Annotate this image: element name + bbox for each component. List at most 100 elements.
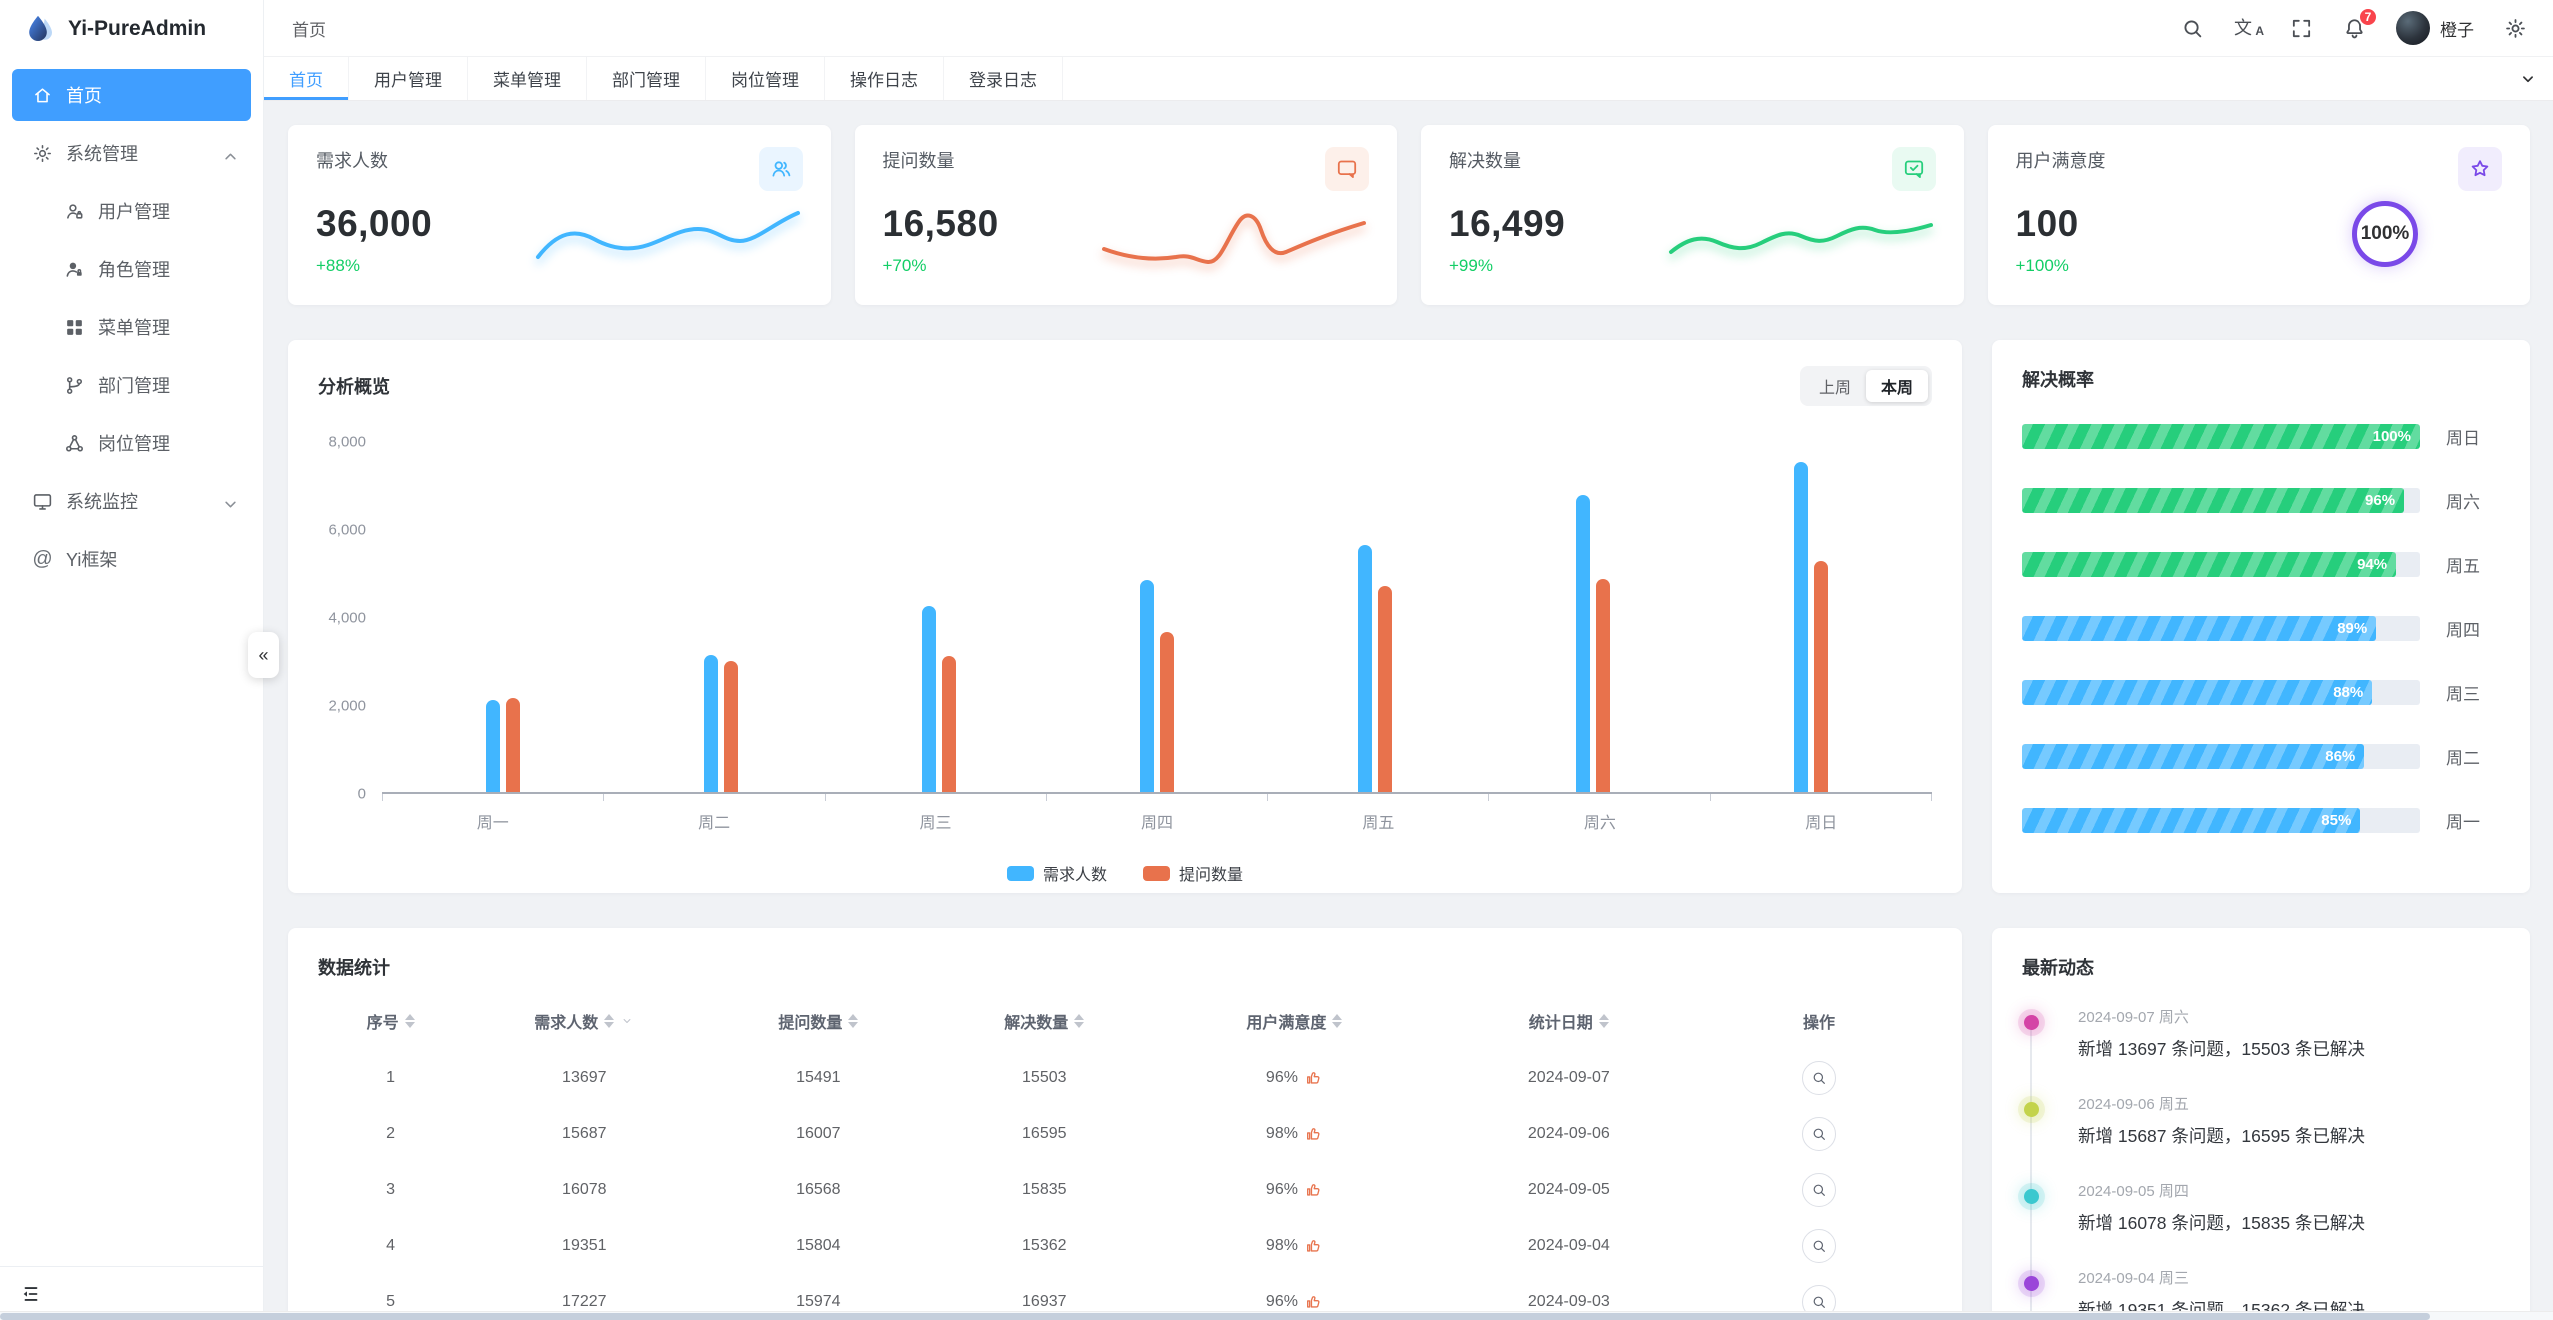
bar[interactable] (1378, 586, 1392, 792)
table-row: 3 16078 16568 15835 96% 2024-09-05 (318, 1162, 1932, 1218)
collapse-sidebar-button[interactable]: « (248, 632, 279, 678)
sidebar-item-menu-admin[interactable]: 菜单管理 (12, 301, 251, 353)
progress-track: 89% (2022, 616, 2420, 641)
toggle-last-week-button[interactable]: 上周 (1804, 370, 1866, 402)
stat-title: 需求人数 (316, 151, 388, 171)
tab-login-log[interactable]: 登录日志 (944, 57, 1063, 100)
view-row-button[interactable] (1802, 1229, 1836, 1263)
week-toggle: 上周 本周 (1799, 366, 1932, 406)
solve-rate-title: 解决概率 (2022, 370, 2094, 390)
column-header-date[interactable]: 统计日期 (1432, 992, 1706, 1050)
bar[interactable] (506, 697, 520, 792)
y-tick-label: 0 (357, 785, 366, 803)
cell-op (1706, 1106, 1932, 1162)
satisfaction-ring: 100% (2352, 201, 2418, 267)
sidebar-item-user-admin[interactable]: 用户管理 (12, 185, 251, 237)
cell-date: 2024-09-06 (1527, 1125, 1610, 1142)
toggle-this-week-button[interactable]: 本周 (1865, 370, 1928, 402)
sidebar-group-system-admin[interactable]: 系统管理 (12, 127, 251, 179)
chart-y-axis: 8,000 6,000 4,000 2,000 0 (318, 434, 382, 803)
bar[interactable] (1160, 632, 1174, 792)
sort-icon[interactable] (1332, 1014, 1343, 1028)
bar[interactable] (1596, 578, 1610, 792)
column-header-satisfaction[interactable]: 用户满意度 (1157, 992, 1431, 1050)
sidebar-item-role-admin[interactable]: 角色管理 (12, 243, 251, 295)
tabs: 首页 用户管理 菜单管理 部门管理 岗位管理 操作日志 登录日志 (264, 57, 1063, 100)
search-icon[interactable] (2181, 17, 2204, 40)
sidebar-item-yi-framework[interactable]: @ Yi框架 (12, 533, 251, 585)
column-header-questions[interactable]: 提问数量 (705, 992, 931, 1050)
progress-day-label: 周四 (2446, 621, 2480, 640)
share-icon (66, 434, 83, 452)
sidebar-item-dept-admin[interactable]: 部门管理 (12, 359, 251, 411)
cell-satisfaction: 96% (1157, 1162, 1431, 1218)
bar[interactable] (704, 655, 718, 792)
table-row: 2 15687 16007 16595 98% 2024-09-06 (318, 1106, 1932, 1162)
sidebar-group-system-monitor[interactable]: 系统监控 (12, 475, 251, 527)
sort-icon[interactable] (848, 1014, 859, 1028)
tab-operation-log[interactable]: 操作日志 (825, 57, 944, 100)
tab-user-admin[interactable]: 用户管理 (349, 57, 468, 100)
legend-item[interactable]: 需求人数 (1006, 861, 1107, 885)
chart-legend: 需求人数 提问数量 (318, 861, 1932, 885)
progress-day-label: 周六 (2446, 493, 2480, 512)
column-header-solved[interactable]: 解决数量 (931, 992, 1157, 1050)
tab-dept-admin[interactable]: 部门管理 (587, 57, 706, 100)
settings-gear-icon[interactable] (2504, 17, 2527, 40)
bar[interactable] (942, 656, 956, 792)
bar[interactable] (1140, 579, 1154, 792)
timeline-dot (2024, 1189, 2039, 1204)
sidebar-item-post-admin[interactable]: 岗位管理 (12, 417, 251, 469)
view-row-button[interactable] (1802, 1061, 1836, 1095)
bar[interactable] (1794, 461, 1808, 792)
timeline-dot (2024, 1276, 2039, 1291)
cell-op (1706, 1162, 1932, 1218)
sort-icon[interactable] (1074, 1014, 1085, 1028)
tab-home[interactable]: 首页 (264, 57, 349, 100)
logo-drop-icon (29, 15, 53, 41)
sidebar-item-home[interactable]: 首页 (12, 69, 251, 121)
stat-card-question-count: 提问数量 16,580 +70% (854, 125, 1397, 305)
progress-day-label: 周三 (2446, 685, 2480, 704)
bar[interactable] (486, 700, 500, 792)
sort-icon[interactable] (604, 1014, 615, 1028)
chat-icon (1337, 160, 1357, 178)
solve-rate-bars: 100% 周日 96% 周六 94% 周五 89% 周四 88% 周三 86% … (2022, 424, 2500, 833)
x-tick-label: 周二 (698, 815, 731, 832)
notifications-bell-icon[interactable]: 7 (2343, 6, 2378, 40)
bar[interactable] (1576, 494, 1590, 792)
view-row-button[interactable] (1802, 1173, 1836, 1207)
cell-solved: 15503 (1022, 1069, 1067, 1086)
cell-op (1706, 1218, 1932, 1274)
tab-menu-admin[interactable]: 菜单管理 (468, 57, 587, 100)
thumb-up-icon (1306, 1072, 1320, 1084)
grid-icon (67, 319, 82, 335)
fullscreen-icon[interactable] (2290, 17, 2313, 40)
filter-chevron-down-icon[interactable] (620, 1014, 634, 1028)
sidebar-group-label: 系统监控 (66, 492, 138, 512)
bar[interactable] (922, 605, 936, 792)
x-tick-label: 周一 (476, 815, 509, 832)
sparkline-blue (535, 211, 800, 259)
fold-sidebar-icon[interactable] (20, 1283, 42, 1305)
column-label: 统计日期 (1528, 1015, 1593, 1032)
column-header-id[interactable]: 序号 (318, 992, 463, 1050)
bar-group-2 (830, 442, 1048, 792)
sort-icon[interactable] (404, 1014, 415, 1028)
column-header-demand[interactable]: 需求人数 (463, 992, 705, 1050)
sort-icon[interactable] (1598, 1014, 1609, 1028)
sparkline-green (1668, 223, 1933, 254)
bar[interactable] (1814, 561, 1828, 792)
view-row-button[interactable] (1802, 1117, 1836, 1151)
legend-item[interactable]: 提问数量 (1143, 861, 1243, 885)
tabs-more-chevron-down-icon[interactable] (2503, 57, 2553, 100)
logo[interactable]: Yi-PureAdmin (0, 0, 263, 57)
tab-post-admin[interactable]: 岗位管理 (706, 57, 825, 100)
bar[interactable] (724, 660, 738, 792)
solve-rate-row: 88% 周三 (2022, 680, 2500, 705)
scrollbar-thumb[interactable] (0, 1313, 2430, 1320)
bar[interactable] (1358, 544, 1372, 792)
avatar (2396, 11, 2430, 45)
user-menu[interactable]: 橙子 (2396, 11, 2474, 45)
